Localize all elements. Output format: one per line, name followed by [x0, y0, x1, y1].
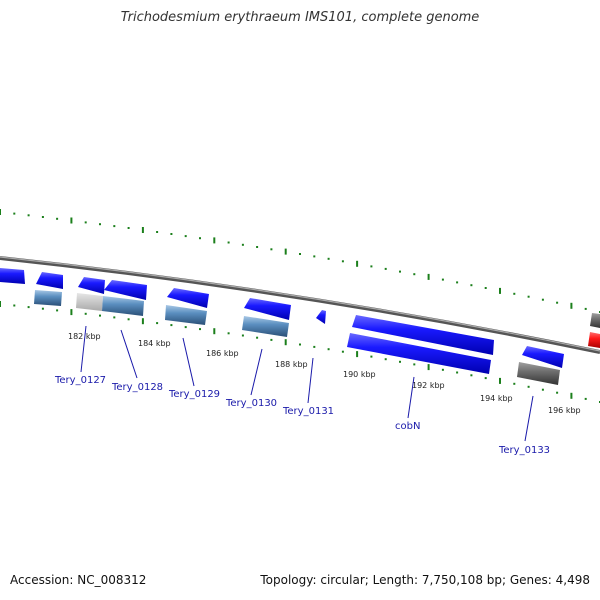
kbp-label: 188 kbp [275, 360, 308, 369]
gene-block[interactable] [34, 290, 62, 306]
gene-labels: Tery_0127 Tery_0128 Tery_0129 Tery_0130 … [54, 375, 550, 456]
gene-arrow[interactable] [352, 315, 494, 355]
gene-block[interactable] [165, 305, 207, 325]
gene-block[interactable] [242, 316, 289, 337]
kbp-label: 194 kbp [480, 394, 513, 403]
map-title: Trichodesmium erythraeum IMS101, complet… [120, 10, 480, 25]
gene-block[interactable] [76, 293, 103, 311]
gene-label-tery-0133[interactable]: Tery_0133 [498, 445, 550, 456]
gene-arrow[interactable] [104, 280, 147, 300]
kbp-label: 186 kbp [206, 349, 239, 358]
kbp-label: 196 kbp [548, 406, 581, 415]
gene-arrow[interactable] [590, 313, 600, 328]
gene-block[interactable] [588, 332, 600, 348]
gene-block[interactable] [347, 333, 491, 374]
gene-label-cobn[interactable]: cobN [395, 421, 420, 432]
genome-stats-text: Topology: circular; Length: 7,750,108 bp… [260, 573, 590, 587]
outer-tick-ring [0, 209, 600, 313]
gene-arrow[interactable] [316, 310, 326, 324]
inner-tick-ring [0, 301, 600, 403]
kbp-label: 192 kbp [412, 381, 445, 390]
kbp-label: 190 kbp [343, 370, 376, 379]
gene-label-tery-0131[interactable]: Tery_0131 [282, 406, 334, 417]
gene-label-leaders [80, 325, 534, 442]
gene-label-tery-0130[interactable]: Tery_0130 [225, 398, 277, 409]
kbp-label: 184 kbp [138, 339, 171, 348]
gene-feature-layer [34, 290, 600, 385]
gene-block[interactable] [102, 296, 144, 316]
gene-block[interactable] [517, 362, 560, 385]
gene-arrow[interactable] [78, 277, 105, 294]
kbp-label: 182 kbp [68, 332, 101, 341]
accession-text: Accession: NC_008312 [10, 573, 147, 587]
gene-label-tery-0128[interactable]: Tery_0128 [111, 382, 163, 393]
gene-arrow[interactable] [36, 272, 63, 289]
gene-label-tery-0127[interactable]: Tery_0127 [54, 375, 106, 386]
gene-arrow[interactable] [244, 298, 291, 320]
position-labels: 182 kbp 184 kbp 186 kbp 188 kbp 190 kbp … [68, 332, 581, 415]
genome-backbone [0, 256, 600, 354]
gene-arrow[interactable] [522, 346, 564, 368]
gene-label-tery-0129[interactable]: Tery_0129 [168, 389, 220, 400]
gene-arrow[interactable] [167, 288, 209, 308]
cds-forward-strand [0, 268, 600, 368]
gene-arrow[interactable] [0, 268, 25, 284]
